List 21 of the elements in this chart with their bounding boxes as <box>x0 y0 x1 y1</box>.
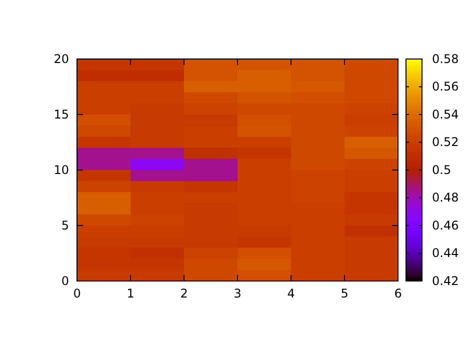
y-tick-label: 0 <box>61 274 69 288</box>
y-tick-label: 5 <box>61 218 69 232</box>
color-bar-label: 0.44 <box>432 246 459 260</box>
x-tick-label: 2 <box>180 286 188 301</box>
color-bar-label: 0.46 <box>432 218 459 232</box>
color-bar-label: 0.5 <box>432 162 452 177</box>
y-tick-label: 20 <box>54 52 69 66</box>
x-tick-label: 1 <box>126 286 134 301</box>
color-bar-label: 0.56 <box>432 80 459 94</box>
y-tick-label: 10 <box>54 162 69 177</box>
color-bar-label: 0.48 <box>432 190 459 205</box>
color-bar-label: 0.58 <box>432 52 459 66</box>
color-bar-label: 0.42 <box>432 274 459 288</box>
x-tick-label: 6 <box>394 286 402 301</box>
x-tick-label: 3 <box>234 286 242 301</box>
x-tick-label: 0 <box>73 286 81 301</box>
y-tick-label: 15 <box>54 107 69 122</box>
x-tick-label: 4 <box>287 286 295 301</box>
color-bar-label: 0.52 <box>432 135 459 150</box>
x-tick-label: 5 <box>340 286 348 301</box>
color-bar-label: 0.54 <box>432 107 459 122</box>
